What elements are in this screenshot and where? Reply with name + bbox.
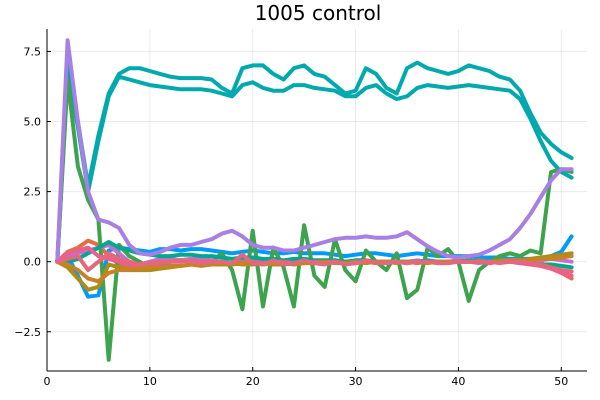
series-line-11 [55, 38, 574, 264]
x-tick-label: 0 [44, 375, 51, 388]
tick-labels: 0 10 20 30 40 50 −2.5 0.0 2.5 5.0 7.5 [14, 45, 568, 388]
y-tick-label: 7.5 [24, 45, 42, 58]
chart-title: 1005 control [255, 1, 382, 25]
series-line-3 [55, 234, 574, 299]
x-tick-label: 10 [143, 375, 157, 388]
y-tick-label: −2.5 [14, 326, 41, 339]
gridlines [46, 29, 587, 371]
y-tick-label: 0.0 [24, 256, 42, 269]
x-tick-label: 20 [246, 375, 260, 388]
y-tick-label: 5.0 [24, 116, 42, 129]
axes [46, 29, 587, 372]
series-line-1 [55, 60, 574, 264]
x-tick-label: 30 [349, 375, 363, 388]
series-line-12 [55, 251, 574, 274]
y-tick-label: 2.5 [24, 186, 42, 199]
x-tick-label: 50 [554, 375, 568, 388]
series-lines [55, 38, 574, 362]
series-line-2 [55, 69, 574, 264]
x-tick-label: 40 [451, 375, 465, 388]
